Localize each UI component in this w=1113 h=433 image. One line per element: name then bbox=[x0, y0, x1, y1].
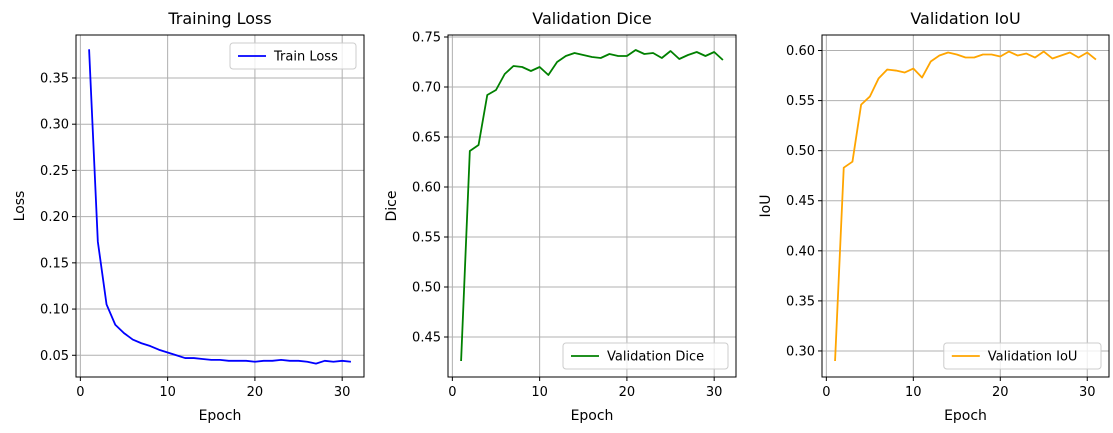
y-tick-label: 0.35 bbox=[40, 71, 69, 86]
y-tick-label: 0.50 bbox=[786, 144, 815, 159]
chart-panel-1: 0 10 20 30 0.45 0.50 0.55 0.60 0.65 0.70 0.75 Valid… bbox=[384, 9, 737, 424]
y-tick-label: 0.10 bbox=[40, 303, 69, 318]
legend: Validation IoU bbox=[943, 342, 1102, 370]
y-tick-label: 0.40 bbox=[786, 244, 815, 259]
chart-panel-2: 0 10 20 30 0.30 0.35 0.40 0.45 0.50 0.55 0.60 Valid… bbox=[758, 9, 1110, 424]
y-axis-label: Dice bbox=[384, 191, 400, 222]
x-tick-label: 0 bbox=[76, 385, 84, 400]
y-tick-label: 0.35 bbox=[786, 294, 815, 309]
y-tick-label: 0.60 bbox=[786, 44, 815, 59]
x-axis-label: Epoch bbox=[571, 408, 614, 424]
y-tick-label: 0.50 bbox=[412, 281, 441, 296]
y-tick-label: 0.55 bbox=[786, 94, 815, 109]
plot-frame bbox=[75, 34, 365, 378]
y-tick-label: 0.75 bbox=[412, 31, 441, 46]
x-tick-label: 20 bbox=[992, 385, 1009, 400]
y-tick-label: 0.30 bbox=[786, 344, 815, 359]
y-tick-label: 0.65 bbox=[412, 131, 441, 146]
y-tick-label: 0.45 bbox=[786, 194, 815, 209]
legend-label: Validation IoU bbox=[988, 350, 1078, 365]
x-tick-label: 30 bbox=[1079, 385, 1096, 400]
y-axis-label: Loss bbox=[12, 191, 28, 222]
series-line-0 bbox=[88, 49, 352, 365]
legend: Train Loss bbox=[229, 42, 357, 70]
legend-box bbox=[943, 342, 1102, 370]
x-tick-label: 30 bbox=[334, 385, 351, 400]
x-axis-label: Epoch bbox=[944, 408, 987, 424]
chart-panel-0: 0 10 20 30 0.05 0.10 0.15 0.20 0.25 0.30 0.35 Train… bbox=[12, 9, 365, 424]
legend-box bbox=[562, 342, 729, 370]
x-tick-label: 30 bbox=[706, 385, 723, 400]
x-tick-label: 10 bbox=[159, 385, 176, 400]
y-tick-label: 0.15 bbox=[40, 256, 69, 271]
x-tick-label: 10 bbox=[905, 385, 922, 400]
y-tick-label: 0.60 bbox=[412, 181, 441, 196]
x-tick-label: 0 bbox=[448, 385, 456, 400]
x-tick-label: 0 bbox=[822, 385, 830, 400]
y-tick-label: 0.45 bbox=[412, 331, 441, 346]
series-line-0 bbox=[834, 50, 1097, 362]
x-axis-label: Epoch bbox=[199, 408, 242, 424]
chart-title: Training Loss bbox=[167, 9, 271, 28]
y-tick-label: 0.55 bbox=[412, 231, 441, 246]
y-tick-label: 0.20 bbox=[40, 210, 69, 225]
y-tick-label: 0.05 bbox=[40, 349, 69, 364]
legend-box bbox=[229, 42, 357, 70]
y-tick-label: 0.70 bbox=[412, 81, 441, 96]
x-tick-label: 10 bbox=[531, 385, 548, 400]
y-axis-label: IoU bbox=[758, 195, 774, 218]
plot-frame bbox=[821, 34, 1110, 378]
chart-title: Validation IoU bbox=[910, 9, 1020, 28]
y-tick-label: 0.25 bbox=[40, 164, 69, 179]
legend-label: Validation Dice bbox=[607, 350, 704, 365]
x-tick-label: 20 bbox=[619, 385, 636, 400]
legend: Validation Dice bbox=[562, 342, 729, 370]
chart-title: Validation Dice bbox=[532, 9, 652, 28]
legend-label: Train Loss bbox=[273, 50, 338, 65]
series-line-0 bbox=[460, 49, 724, 362]
x-tick-label: 20 bbox=[247, 385, 264, 400]
plot-frame bbox=[447, 34, 737, 378]
y-tick-label: 0.30 bbox=[40, 118, 69, 133]
